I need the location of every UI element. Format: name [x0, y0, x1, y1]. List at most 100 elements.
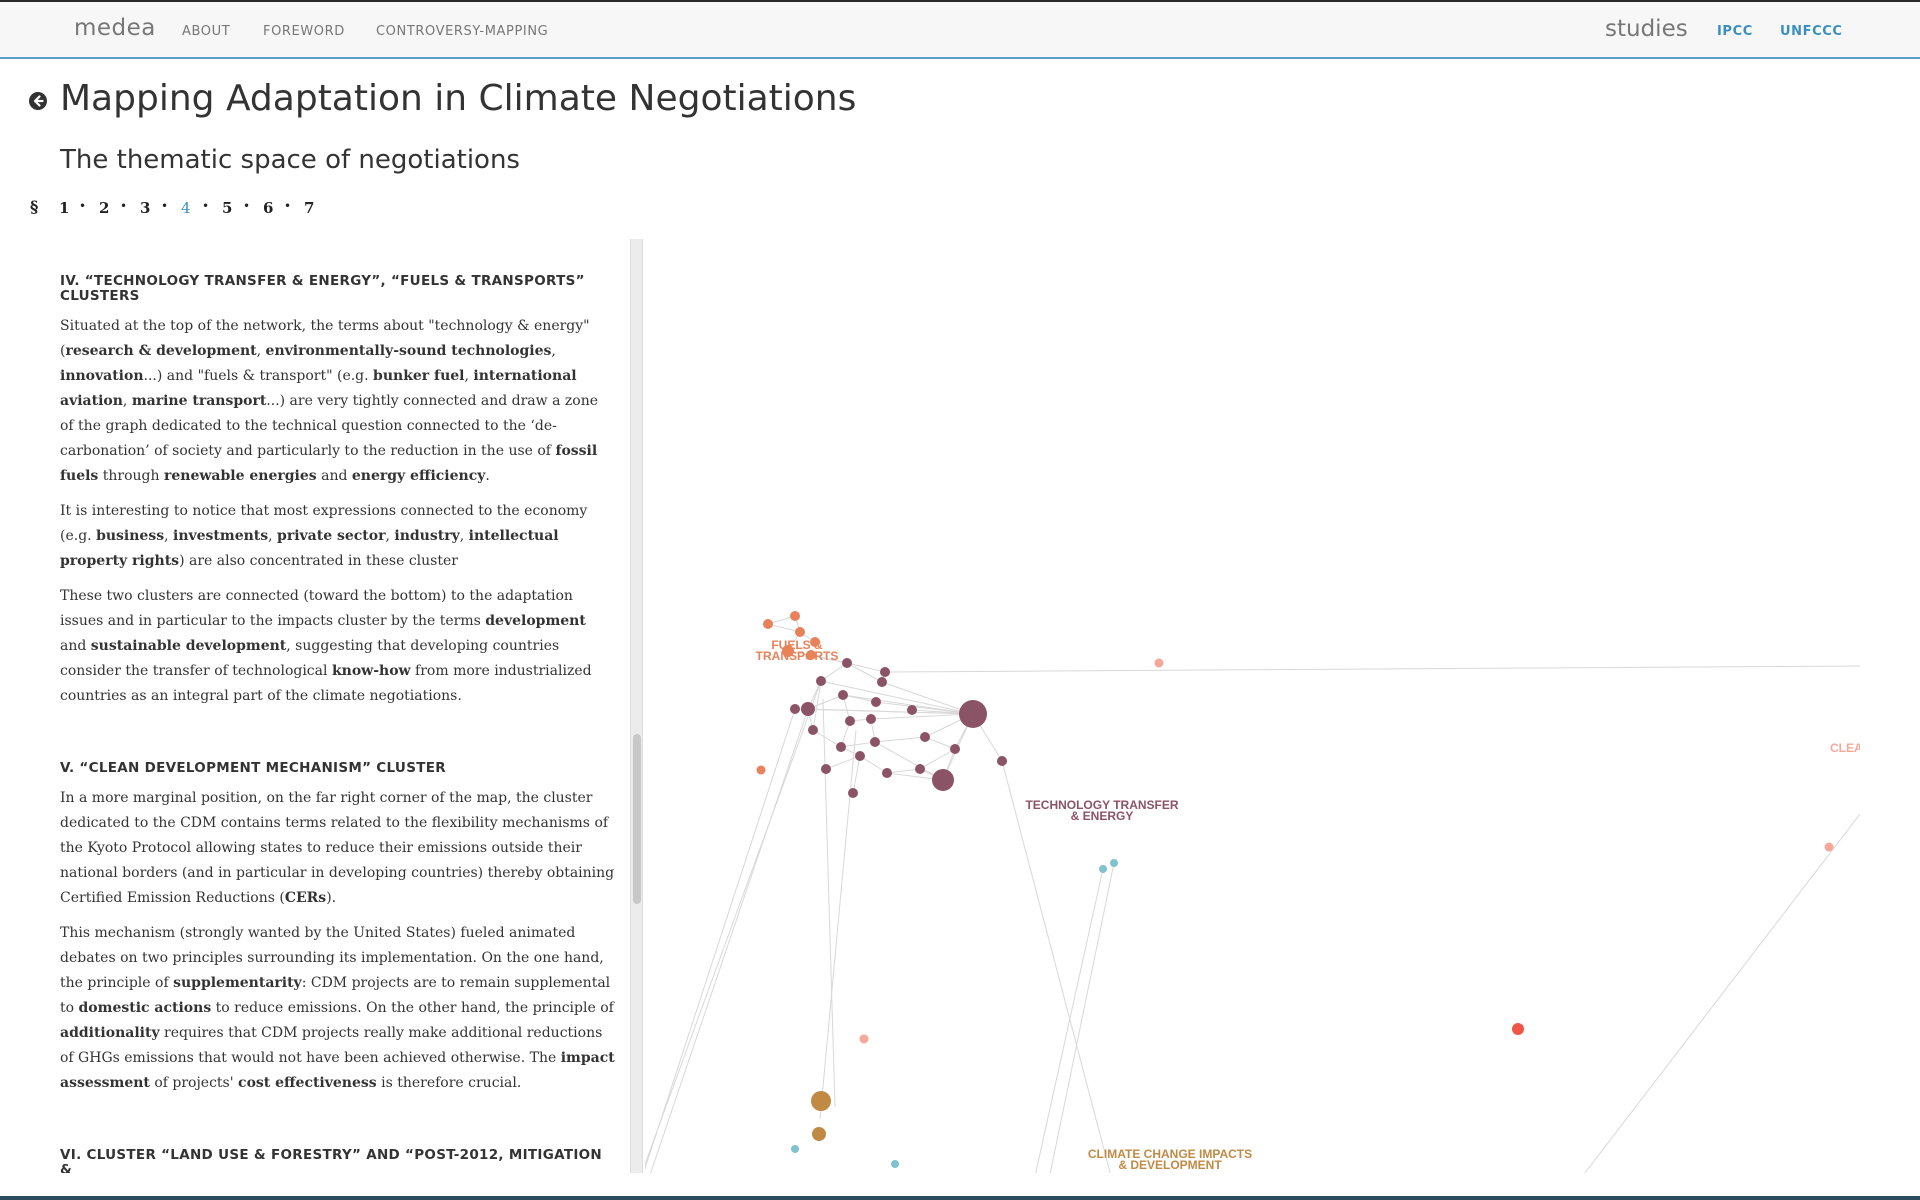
- graph-node[interactable]: [821, 764, 831, 774]
- page-title: Mapping Adaptation in Climate Negotiatio…: [60, 78, 857, 119]
- scrollbar-thumb[interactable]: [633, 734, 641, 904]
- section-heading: VI. CLUSTER “LAND USE & FORESTRY” AND “P…: [60, 1147, 603, 1174]
- graph-edge: [886, 768, 921, 774]
- graph-node[interactable]: [845, 716, 855, 726]
- graph-node[interactable]: [1512, 1023, 1524, 1035]
- graph-node[interactable]: [859, 1034, 869, 1044]
- graph-node[interactable]: [756, 765, 766, 775]
- window-top-strip: [0, 0, 1920, 2]
- graph-node[interactable]: [959, 700, 987, 728]
- cluster-label: CLEA: [1830, 741, 1860, 755]
- graph-node[interactable]: [882, 768, 892, 778]
- paragraph: Situated at the top of the network, the …: [60, 318, 598, 484]
- pager-page-5[interactable]: 5: [222, 199, 233, 217]
- graph-node[interactable]: [836, 742, 846, 752]
- graph-edge: [645, 680, 822, 1166]
- nav-about[interactable]: ABOUT: [182, 24, 231, 39]
- graph-edge: [919, 748, 956, 770]
- graph-node[interactable]: [1154, 658, 1164, 668]
- section-heading: V. “CLEAN DEVELOPMENT MECHANISM” CLUSTER: [60, 760, 446, 776]
- pager-page-7[interactable]: 7: [304, 199, 315, 217]
- graph-node[interactable]: [997, 756, 1007, 766]
- back-arrow-icon[interactable]: [28, 91, 48, 111]
- graph-edge: [767, 623, 801, 633]
- graph-node[interactable]: [932, 769, 954, 791]
- graph-node[interactable]: [808, 725, 818, 735]
- graph-edge: [825, 755, 861, 770]
- graph-node[interactable]: [848, 788, 858, 798]
- section-symbol: §: [30, 197, 39, 216]
- graph-edge: [1049, 862, 1115, 1173]
- graph-node[interactable]: [842, 658, 852, 668]
- graph-node[interactable]: [806, 650, 816, 660]
- brand-logo[interactable]: medea: [74, 15, 156, 41]
- graph-node[interactable]: [950, 744, 960, 754]
- graph-node[interactable]: [1099, 865, 1107, 873]
- graph-node[interactable]: [790, 704, 800, 714]
- graph-edge: [874, 736, 926, 743]
- graph-node[interactable]: [790, 611, 800, 621]
- section-heading: IV. “TECHNOLOGY TRANSFER & ENERGY”, “FUE…: [60, 273, 585, 304]
- graph-node[interactable]: [915, 764, 925, 774]
- pager-separator: •: [79, 199, 87, 213]
- graph-node[interactable]: [920, 732, 930, 742]
- graph-node[interactable]: [795, 627, 805, 637]
- cluster-label: TECHNOLOGY TRANSFER & ENERGY: [1025, 798, 1178, 823]
- text-panel-scrollbar[interactable]: [630, 239, 643, 1173]
- graph-node[interactable]: [812, 1127, 826, 1141]
- graph-node[interactable]: [810, 637, 820, 647]
- pager-separator: •: [243, 199, 251, 213]
- graph-node[interactable]: [791, 1145, 799, 1153]
- text-panel[interactable]: IV. “TECHNOLOGY TRANSFER & ENERGY”, “FUE…: [0, 239, 630, 1174]
- nav-ipcc[interactable]: IPCC: [1717, 24, 1753, 39]
- graph-edge: [1001, 760, 1111, 1173]
- graph-edge: [810, 654, 848, 664]
- graph-node[interactable]: [1824, 842, 1834, 852]
- studies-label: studies: [1605, 16, 1688, 42]
- graph-node[interactable]: [871, 697, 881, 707]
- graph-edge: [840, 741, 876, 748]
- graph-node[interactable]: [866, 714, 876, 724]
- nav-controversy-mapping[interactable]: CONTROVERSY-MAPPING: [376, 24, 549, 39]
- paragraph: In a more marginal position, on the far …: [60, 790, 615, 906]
- graph-node[interactable]: [870, 737, 880, 747]
- graph-node[interactable]: [782, 645, 794, 657]
- pager-page-3[interactable]: 3: [140, 199, 151, 217]
- nav-foreword[interactable]: FOREWORD: [263, 24, 345, 39]
- graph-edge: [875, 701, 974, 715]
- graph-node[interactable]: [877, 677, 887, 687]
- network-graph-svg[interactable]: FUELS & TRANSPORTS TECHNOLOGY TRANSFER & EN…: [645, 239, 1860, 1173]
- graph-node[interactable]: [880, 667, 890, 677]
- graph-node[interactable]: [838, 690, 848, 700]
- page-subtitle: The thematic space of negotiations: [60, 145, 520, 175]
- navbar: medea ABOUT FOREWORD CONTROVERSY-MAPPING…: [0, 2, 1920, 59]
- graph-node[interactable]: [811, 1091, 831, 1111]
- pager-separator: •: [202, 199, 210, 213]
- graph-edge: [842, 694, 877, 703]
- graph-node[interactable]: [855, 751, 865, 761]
- graph-edge: [852, 755, 861, 794]
- graph-node[interactable]: [801, 702, 815, 716]
- graph-node[interactable]: [816, 676, 826, 686]
- pager-page-2[interactable]: 2: [99, 199, 110, 217]
- graph-node[interactable]: [763, 619, 773, 629]
- graph-edge: [870, 713, 974, 720]
- graph-edges: [645, 615, 1860, 1173]
- paragraph: These two clusters are connected (toward…: [60, 588, 592, 704]
- network-graph[interactable]: FUELS & TRANSPORTS TECHNOLOGY TRANSFER & EN…: [645, 239, 1860, 1173]
- graph-edge: [846, 662, 883, 683]
- pager-separator: •: [120, 199, 128, 213]
- graph-node[interactable]: [891, 1160, 899, 1168]
- graph-edge: [924, 736, 956, 750]
- graph-edge: [884, 665, 1860, 673]
- pager-page-6[interactable]: 6: [263, 199, 274, 217]
- pager-page-1[interactable]: 1: [59, 199, 70, 217]
- paragraph: It is interesting to notice that most ex…: [60, 503, 588, 569]
- text-panel-content: IV. “TECHNOLOGY TRANSFER & ENERGY”, “FUE…: [60, 273, 615, 1174]
- graph-edge: [874, 741, 944, 781]
- graph-edge: [881, 681, 974, 715]
- nav-unfccc[interactable]: UNFCCC: [1780, 24, 1843, 39]
- graph-node[interactable]: [907, 705, 917, 715]
- pager-page-4[interactable]: 4: [181, 199, 191, 217]
- graph-node[interactable]: [1110, 859, 1118, 867]
